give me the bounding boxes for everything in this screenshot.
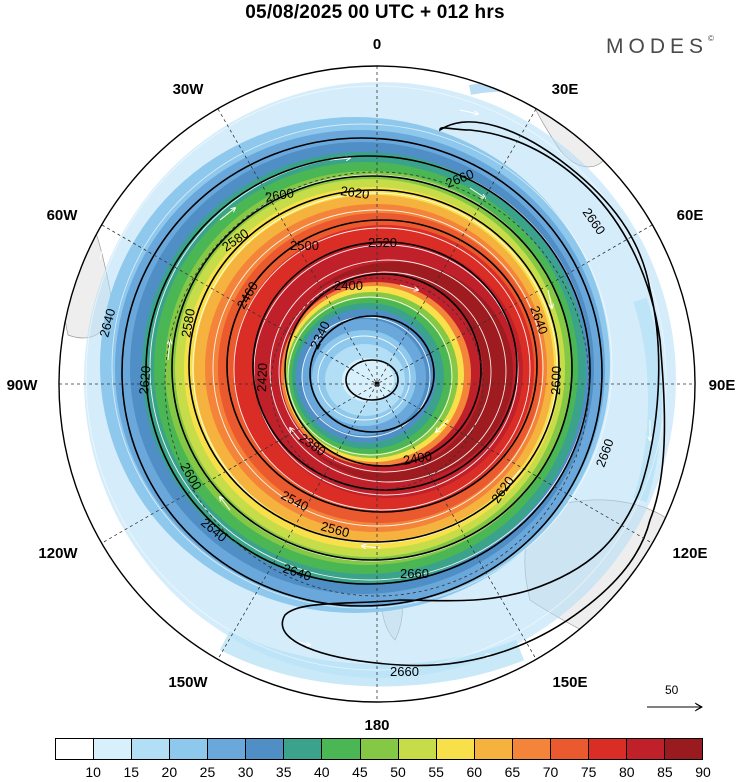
colorbar-segment xyxy=(474,739,513,759)
streamline-arrows xyxy=(99,109,650,661)
colorbar-tick-label: 75 xyxy=(580,764,597,780)
contour-label: 2420 xyxy=(254,363,270,392)
height-contours xyxy=(121,121,666,667)
colorbar-segment xyxy=(626,739,665,759)
colorbar-tick-label: 55 xyxy=(428,764,444,780)
contour-2640 xyxy=(121,137,603,607)
contour-label: 2640 xyxy=(96,307,118,339)
colorbar-tick-label: 85 xyxy=(657,764,673,780)
copyright-mark: © xyxy=(708,34,714,43)
lon-label-120e: 120E xyxy=(672,545,707,562)
contour-label: 2660 xyxy=(400,566,429,581)
colorbar-tick-label: 90 xyxy=(695,764,711,780)
colorbar-tick-label: 25 xyxy=(199,764,216,780)
colorbar-segment xyxy=(398,739,437,759)
colorbar-segment xyxy=(360,739,399,759)
colorbar-tick-label: 30 xyxy=(237,764,254,780)
wind-speed-shading xyxy=(84,81,676,687)
longitude-labels: 0 30E 60E 90E 120E 150E 180 150W 120W 90… xyxy=(7,36,736,734)
contour-label: 2620 xyxy=(136,365,153,395)
colorbar xyxy=(55,738,703,760)
contour-label: 2400 xyxy=(402,448,433,468)
lon-label-150w: 150W xyxy=(168,674,208,691)
colorbar-segment xyxy=(208,739,247,759)
reference-vector-label: 50 xyxy=(665,683,679,697)
colorbar-tick-label: 50 xyxy=(390,764,406,780)
colorbar-segment xyxy=(246,739,285,759)
colorbar-ticks: 10 15 20 25 30 35 40 45 50 55 60 65 70 75 80 85 90 xyxy=(55,764,710,782)
map-disk: 2660 2660 2660 2660 2660 2640 2640 2640 … xyxy=(59,66,695,702)
colorbar-segment xyxy=(284,739,323,759)
colorbar-tick-label: 60 xyxy=(466,764,483,780)
contour-2620 xyxy=(145,155,591,585)
brand-name: MODES xyxy=(606,35,709,58)
colorbar-tick-label: 45 xyxy=(352,764,368,780)
contour-2400 xyxy=(284,273,482,467)
lon-label-180: 180 xyxy=(364,717,389,734)
colorbar-tick-label: 15 xyxy=(123,764,140,780)
lon-label-90e: 90E xyxy=(709,377,736,394)
map-title: 05/08/2025 00 UTC + 012 hrs xyxy=(245,2,505,23)
contour-2340 xyxy=(309,315,435,433)
contour-2660 xyxy=(281,121,666,667)
contour-label: 2560 xyxy=(319,518,351,540)
colorbar-segment xyxy=(588,739,627,759)
contour-2520 xyxy=(226,219,538,513)
colorbar-segment xyxy=(550,739,589,759)
lon-label-120w: 120W xyxy=(38,545,78,562)
graticule xyxy=(59,66,695,702)
colorbar-tick-label: 20 xyxy=(161,764,178,780)
contour-label: 2400 xyxy=(334,278,363,293)
contour-inner xyxy=(345,359,399,401)
colorbar-segment xyxy=(512,739,551,759)
reference-arrow-icon xyxy=(647,702,704,712)
colorbar-segment xyxy=(436,739,475,759)
lon-label-60e: 60E xyxy=(677,207,704,224)
contour-label: 2600 xyxy=(548,366,564,395)
colorbar-segment xyxy=(322,739,361,759)
lon-label-0: 0 xyxy=(373,36,381,53)
contour-label: 2500 xyxy=(290,238,319,253)
colorbar-tick-label: 70 xyxy=(542,764,559,780)
colorbar-tick-label: 40 xyxy=(314,764,330,780)
colorbar-segment xyxy=(56,739,95,759)
lon-label-60w: 60W xyxy=(47,207,79,224)
colorbar-segment xyxy=(170,739,209,759)
map-border xyxy=(58,65,696,703)
colorbar-segment xyxy=(665,739,703,759)
contour-label: 2520 xyxy=(368,235,397,250)
contour-label: 2660 xyxy=(390,664,419,679)
colorbar-tick-label: 35 xyxy=(275,764,292,780)
contour-label: 2620 xyxy=(340,183,371,202)
lon-label-150e: 150E xyxy=(552,674,587,691)
colorbar-segment xyxy=(132,739,171,759)
colorbar-segment xyxy=(94,739,133,759)
contour-label: 2580 xyxy=(178,307,198,338)
colorbar-tick-label: 80 xyxy=(618,764,635,780)
contour-2600 xyxy=(171,175,573,561)
lon-label-30w: 30W xyxy=(173,81,205,98)
lon-label-30e: 30E xyxy=(552,81,579,98)
colorbar-tick-label: 65 xyxy=(504,764,521,780)
contour-2580 xyxy=(188,189,560,543)
colorbar-tick-label: 10 xyxy=(85,764,101,780)
reference-vector: 50 xyxy=(645,683,705,719)
lon-label-90w: 90W xyxy=(7,377,39,394)
brand-logo: MODES© xyxy=(606,34,714,59)
